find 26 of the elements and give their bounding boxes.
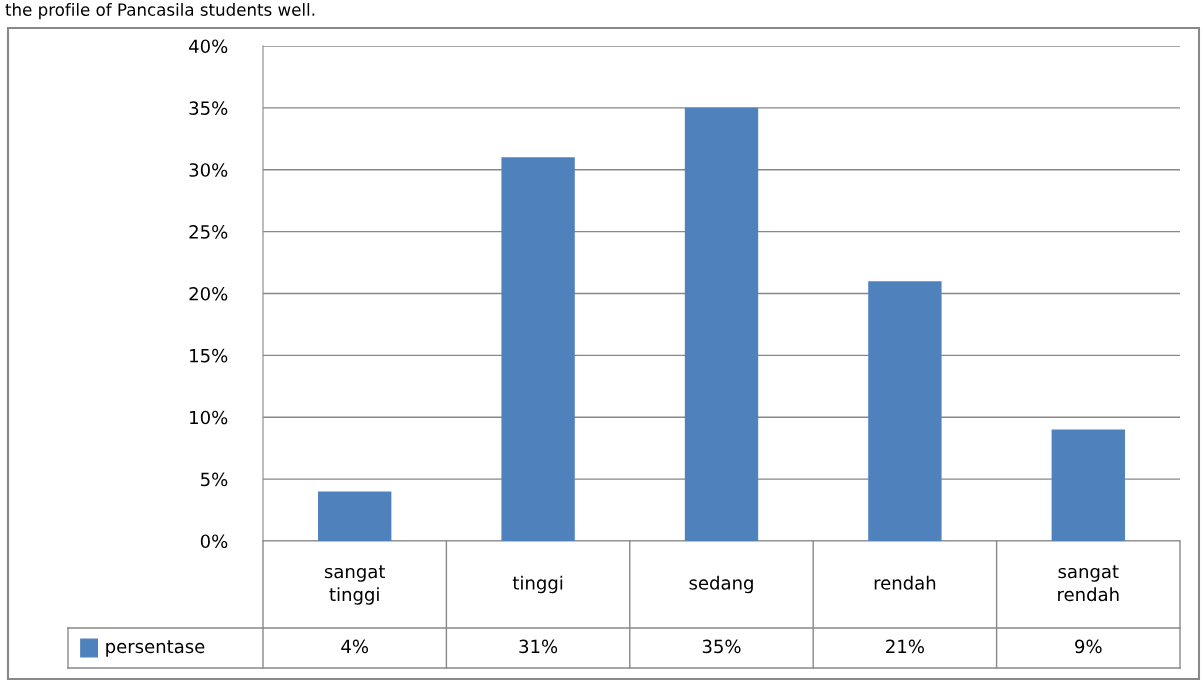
y-tick-label: 10% — [190, 410, 228, 425]
data-label: 31% — [519, 639, 558, 654]
text: the profile of Pancasila students well. — [5, 3, 315, 20]
y-tick-label: 5% — [201, 472, 228, 487]
y-tick-label: 25% — [189, 225, 228, 239]
data-label: 4% — [341, 639, 369, 654]
bar — [684, 107, 759, 541]
y-tick-label: 20% — [189, 286, 228, 301]
x-tick-label: rendah — [874, 575, 936, 590]
y-tick-label: 30% — [189, 163, 228, 177]
data-label: 35% — [702, 639, 741, 654]
x-tick-label: tinggi — [512, 575, 563, 594]
bar — [501, 157, 575, 541]
bar — [1051, 429, 1125, 541]
y-tick-label: 0% — [200, 534, 228, 549]
x-tick-label: sangat rendah — [1058, 565, 1119, 602]
legend-label: persentase — [106, 640, 205, 657]
x-tick-label: sedang — [689, 575, 753, 594]
data-label: 21% — [886, 639, 924, 654]
y-tick-label: 35% — [189, 101, 228, 115]
bar — [318, 491, 392, 541]
x-tick-label: sangat tinggi — [324, 565, 386, 605]
y-tick-label: 15% — [190, 348, 228, 363]
y-tick-label: 40% — [189, 39, 228, 54]
bar — [868, 281, 942, 541]
data-label: 9% — [1075, 639, 1102, 654]
